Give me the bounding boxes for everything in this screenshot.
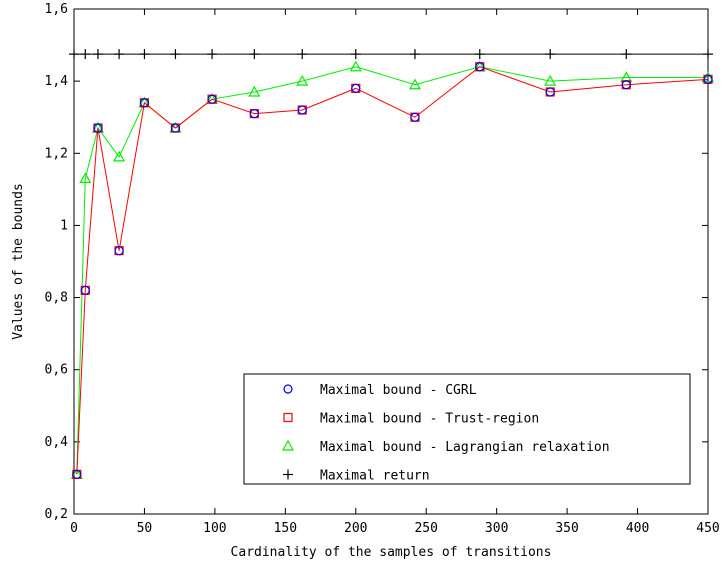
data-point <box>620 71 633 83</box>
data-point <box>79 172 92 184</box>
data-point <box>139 49 150 60</box>
data-point <box>621 49 632 60</box>
data-point <box>544 74 557 86</box>
legend-marker <box>281 439 295 451</box>
x-tick-label: 100 <box>203 521 226 536</box>
legend-label: Maximal return <box>320 469 430 484</box>
y-tick-label: 0,6 <box>45 363 68 378</box>
legend-marker <box>283 469 293 480</box>
y-tick-label: 0,8 <box>45 291 68 306</box>
data-point <box>545 49 556 60</box>
plot-frame <box>73 8 709 515</box>
data-point <box>703 49 713 60</box>
data-point <box>248 85 261 97</box>
data-point <box>296 74 309 86</box>
data-point <box>114 49 125 60</box>
data-point <box>475 62 485 72</box>
data-point <box>349 60 362 72</box>
data-point <box>207 94 217 104</box>
data-point <box>249 109 259 119</box>
data-point <box>409 49 420 60</box>
data-point <box>80 49 91 60</box>
x-tick-label: 200 <box>344 521 367 536</box>
data-point <box>139 98 150 108</box>
x-tick-label: 150 <box>274 521 297 536</box>
data-point <box>701 71 715 83</box>
data-point <box>72 469 82 479</box>
data-point <box>408 78 421 90</box>
x-tick-label: 300 <box>485 521 508 536</box>
y-tick-label: 0,4 <box>45 435 69 450</box>
data-point <box>703 74 713 84</box>
plot-area: 0 50 100 150 200 250 300 350 400 450 0,2 0,4 0,6 0,8 1… <box>45 2 720 536</box>
legend-marker <box>283 384 293 394</box>
data-point <box>474 49 485 60</box>
legend-label: Maximal bound - Lagrangian relaxation <box>320 440 610 455</box>
series-line <box>76 66 709 475</box>
legend-label: Maximal bound - CGRL <box>320 383 477 398</box>
y-axis-label: Values of the bounds <box>11 183 26 340</box>
y-tick-label: 1,4 <box>45 74 69 89</box>
data-point <box>80 285 90 295</box>
data-point <box>351 83 361 93</box>
data-point <box>92 49 103 60</box>
data-point <box>350 49 361 60</box>
x-tick-label: 450 <box>696 521 719 536</box>
data-point <box>93 123 103 133</box>
x-tick-label: 250 <box>414 521 437 536</box>
series-maximal-return <box>69 49 713 60</box>
data-point <box>621 80 631 90</box>
data-point <box>170 49 181 60</box>
y-tick-label: 0,2 <box>45 507 68 522</box>
data-point <box>114 246 124 256</box>
legend: Maximal bound - CGRL Maximal bound - Trus… <box>243 373 691 485</box>
data-point <box>207 49 218 60</box>
data-point <box>170 123 181 133</box>
data-point <box>410 112 420 122</box>
data-point <box>113 150 126 162</box>
data-point <box>297 49 308 60</box>
x-tick-label: 50 <box>137 521 153 536</box>
x-tick-label: 400 <box>626 521 649 536</box>
x-axis-label: Cardinality of the samples of transition… <box>231 545 552 560</box>
legend-marker <box>283 412 293 423</box>
y-tick-label: 1,6 <box>45 2 68 17</box>
data-point <box>69 49 79 60</box>
y-tick-label: 1,2 <box>45 146 68 161</box>
data-point <box>297 105 307 115</box>
axis-ticks: 0 50 100 150 200 250 300 350 400 450 0,2 0,4 0,6 0,8 1… <box>45 2 720 536</box>
series-maximal-bound-cgrl <box>72 62 713 479</box>
legend-box <box>243 373 691 485</box>
data-point <box>249 49 260 60</box>
y-tick-label: 1 <box>60 218 68 233</box>
x-tick-label: 350 <box>555 521 578 536</box>
series-layer <box>69 49 715 479</box>
data-point <box>545 87 555 97</box>
x-tick-label: 0 <box>70 521 78 536</box>
legend-label: Maximal bound - Trust-region <box>320 412 539 427</box>
series-line <box>76 66 708 475</box>
